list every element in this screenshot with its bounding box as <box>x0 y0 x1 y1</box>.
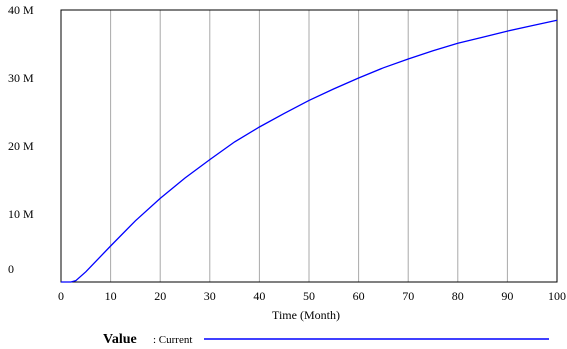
x-tick-label: 80 <box>452 289 464 303</box>
x-axis-tick-labels: 0 10 20 30 40 50 60 70 80 90 100 <box>58 289 566 303</box>
x-tick-label: 20 <box>154 289 166 303</box>
x-axis-title: Time (Month) <box>272 308 340 322</box>
y-axis-tick-labels: 0 10 M 20 M 30 M 40 M <box>8 3 34 276</box>
x-tick-label: 30 <box>204 289 216 303</box>
x-tick-label: 0 <box>58 289 64 303</box>
x-tick-label: 10 <box>105 289 117 303</box>
legend: Value : Current <box>103 332 549 347</box>
x-tick-label: 40 <box>253 289 265 303</box>
x-tick-label: 60 <box>353 289 365 303</box>
plot-area-frame <box>60 9 558 283</box>
series-line-current <box>61 19 558 283</box>
y-tick-label: 0 <box>8 262 14 276</box>
y-tick-label: 30 M <box>8 71 34 85</box>
series-lines <box>61 19 558 283</box>
legend-variable-label: Value <box>103 332 137 347</box>
x-tick-label: 90 <box>501 289 513 303</box>
y-tick-label: 40 M <box>8 3 34 17</box>
y-tick-label: 20 M <box>8 139 34 153</box>
legend-run-label: : Current <box>153 334 192 346</box>
y-tick-label: 10 M <box>8 207 34 221</box>
x-tick-label: 50 <box>303 289 315 303</box>
vertical-gridlines <box>110 10 508 282</box>
x-tick-label: 100 <box>548 289 566 303</box>
x-tick-label: 70 <box>402 289 414 303</box>
